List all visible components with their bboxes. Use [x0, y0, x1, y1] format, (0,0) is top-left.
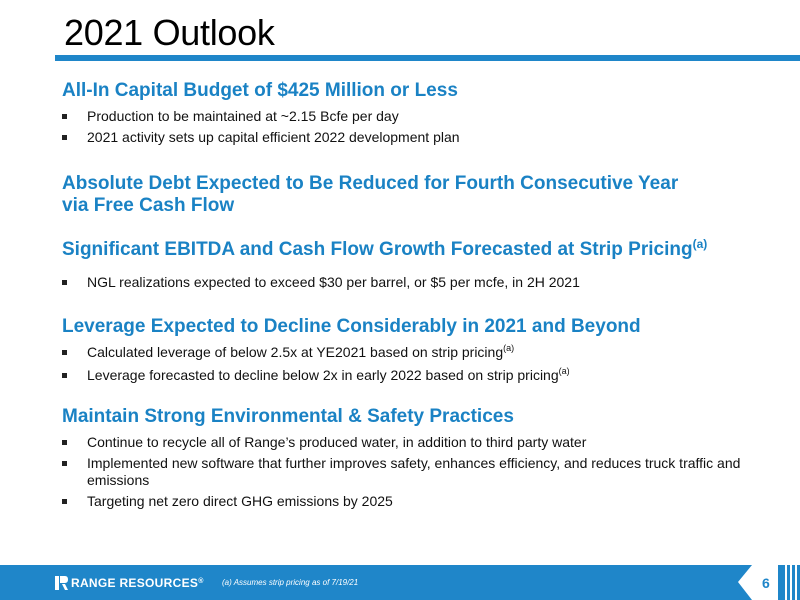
square-bullet-icon — [62, 373, 67, 378]
page-title: 2021 Outlook — [64, 12, 275, 53]
footnote: (a) Assumes strip pricing as of 7/19/21 — [222, 578, 359, 587]
bullet-text: Calculated leverage of below 2.5x at YE2… — [87, 344, 504, 360]
slide-footer: RANGE RESOURCES® (a) Assumes strip prici… — [0, 565, 800, 600]
list-item: Production to be maintained at ~2.15 Bcf… — [62, 108, 762, 125]
section-leverage: Leverage Expected to Decline Considerabl… — [62, 316, 762, 386]
footnote-marker: (a) — [558, 366, 570, 376]
title-rule — [55, 55, 800, 61]
section-ebitda-growth: Significant EBITDA and Cash Flow Growth … — [62, 237, 772, 291]
list-item: Calculated leverage of below 2.5x at YE2… — [62, 343, 762, 363]
section-heading: Significant EBITDA and Cash Flow Growth … — [62, 237, 772, 262]
decorative-stripes — [782, 565, 800, 600]
bullet-text: Leverage forecasted to decline below 2x … — [87, 367, 559, 383]
section-heading: All-In Capital Budget of $425 Million or… — [62, 80, 458, 101]
bullet-list: Continue to recycle all of Range’s produ… — [62, 434, 762, 510]
bullet-text: 2021 activity sets up capital efficient … — [87, 129, 460, 145]
section-environmental-safety: Maintain Strong Environmental & Safety P… — [62, 406, 762, 510]
section-heading: Absolute Debt Expected to Be Reduced for… — [62, 173, 762, 217]
heading-text: Significant EBITDA and Cash Flow Growth … — [62, 239, 693, 260]
footnote-marker: (a) — [692, 237, 708, 251]
square-bullet-icon — [62, 135, 67, 140]
list-item: NGL realizations expected to exceed $30 … — [62, 274, 772, 291]
company-logo: RANGE RESOURCES® — [55, 575, 204, 591]
bullet-text: Implemented new software that further im… — [87, 455, 741, 488]
stripe — [790, 565, 792, 600]
bullet-list: Calculated leverage of below 2.5x at YE2… — [62, 343, 762, 386]
page-number: 6 — [762, 575, 770, 591]
list-item: Leverage forecasted to decline below 2x … — [62, 366, 762, 386]
section-capital-budget: All-In Capital Budget of $425 Million or… — [62, 80, 762, 146]
range-r-logo-icon — [55, 576, 68, 590]
list-item: Continue to recycle all of Range’s produ… — [62, 434, 762, 451]
slide-header: 2021 Outlook — [0, 0, 800, 62]
page-number-tab — [738, 565, 778, 600]
square-bullet-icon — [62, 114, 67, 119]
bullet-text: Production to be maintained at ~2.15 Bcf… — [87, 108, 399, 124]
bullet-list: NGL realizations expected to exceed $30 … — [62, 274, 772, 291]
list-item: 2021 activity sets up capital efficient … — [62, 129, 762, 146]
list-item: Implemented new software that further im… — [62, 455, 752, 489]
stripe — [795, 565, 797, 600]
square-bullet-icon — [62, 499, 67, 504]
bullet-list: Production to be maintained at ~2.15 Bcf… — [62, 108, 762, 146]
bullet-text: NGL realizations expected to exceed $30 … — [87, 274, 580, 290]
heading-line-2: via Free Cash Flow — [62, 195, 235, 216]
square-bullet-icon — [62, 280, 67, 285]
bullet-text: Continue to recycle all of Range’s produ… — [87, 434, 587, 450]
stripe — [785, 565, 787, 600]
logo-text: RANGE RESOURCES® — [71, 576, 204, 590]
section-heading: Maintain Strong Environmental & Safety P… — [62, 406, 514, 427]
square-bullet-icon — [62, 350, 67, 355]
footnote-marker: (a) — [503, 343, 515, 353]
bullet-text: Targeting net zero direct GHG emissions … — [87, 493, 393, 509]
square-bullet-icon — [62, 461, 67, 466]
heading-line-1: Absolute Debt Expected to Be Reduced for… — [62, 173, 679, 194]
section-debt-reduction: Absolute Debt Expected to Be Reduced for… — [62, 173, 762, 217]
list-item: Targeting net zero direct GHG emissions … — [62, 493, 762, 510]
section-heading: Leverage Expected to Decline Considerabl… — [62, 316, 641, 337]
square-bullet-icon — [62, 440, 67, 445]
